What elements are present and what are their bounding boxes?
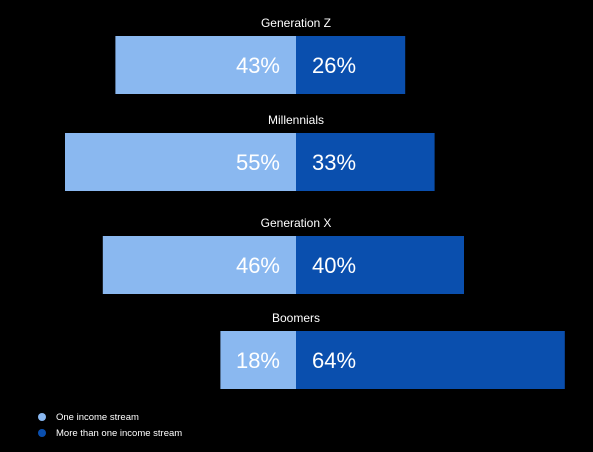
legend-swatch-multiple-income [38,429,46,437]
category-label-generation-x: Generation X [261,216,332,230]
legend: One income stream More than one income s… [38,409,182,441]
bar-one-income-generation-x [102,236,296,294]
bar-one-income-generation-z [115,36,297,94]
bar-multiple-income-boomers [296,331,565,389]
value-label-multiple-income-boomers: 64% [312,348,356,373]
value-label-one-income-generation-x: 46% [236,253,280,278]
value-label-one-income-boomers: 18% [236,348,280,373]
category-label-generation-z: Generation Z [261,16,331,30]
legend-item-multiple-income: More than one income stream [38,425,182,441]
bar-multiple-income-generation-z [296,36,406,94]
value-label-multiple-income-generation-z: 26% [312,53,356,78]
legend-swatch-one-income [38,413,46,421]
value-label-multiple-income-generation-x: 40% [312,253,356,278]
value-label-one-income-generation-z: 43% [236,53,280,78]
legend-item-one-income: One income stream [38,409,182,425]
category-label-millennials: Millennials [268,113,324,127]
category-label-boomers: Boomers [272,311,320,325]
bar-multiple-income-millennials [296,133,435,191]
bar-one-income-millennials [65,133,296,191]
legend-label-one-income: One income stream [56,411,139,423]
bar-one-income-boomers [220,331,296,389]
bar-multiple-income-generation-x [296,236,464,294]
legend-label-multiple-income: More than one income stream [56,427,183,439]
value-label-one-income-millennials: 55% [236,150,280,175]
value-label-multiple-income-millennials: 33% [312,150,356,175]
